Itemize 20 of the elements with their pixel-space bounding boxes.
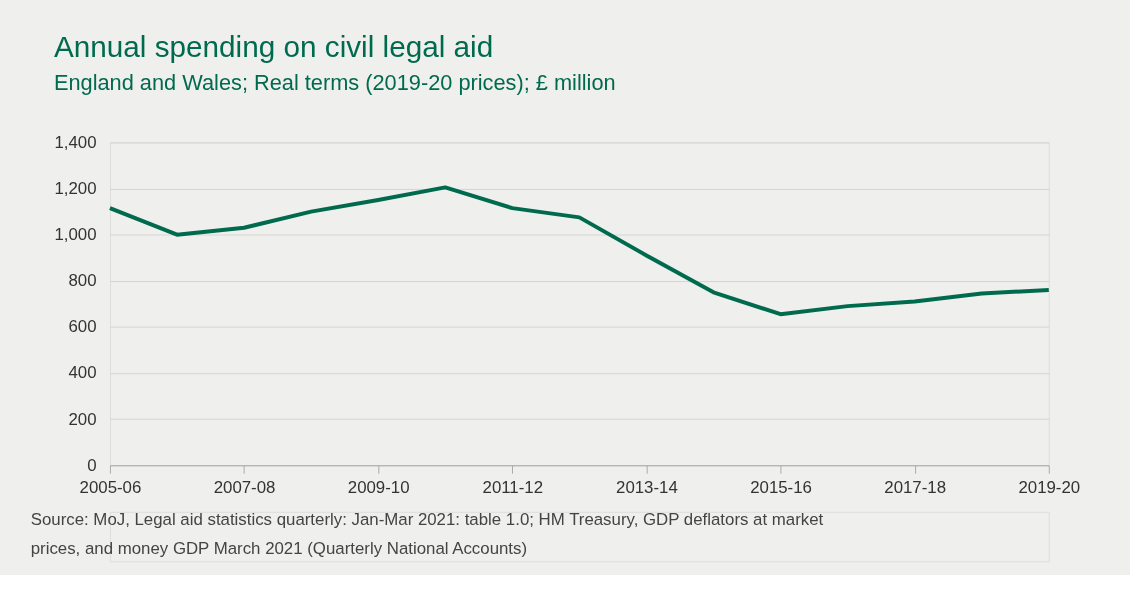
y-tick-label: 200 [68,409,97,429]
y-tick-label: 1,400 [54,132,97,152]
y-tick-label: 600 [68,317,97,337]
source-note: Source: MoJ, Legal aid statistics quarterly: Jan-Mar 2021: table 1.0; HM Treasury, GDP deflators at market prices, and money GDP March 2021 (Quarterly National Accounts) [30,509,824,559]
x-tick-label: 2017-18 [884,477,947,497]
line-series [107,185,1051,317]
x-tick-label: 2011-12 [482,477,544,497]
y-tick-label: 1,000 [54,225,97,245]
y-tick-label: 0 [87,455,97,475]
y-tick-label: 1,200 [54,178,97,198]
y-tick-label: 800 [68,271,97,291]
x-tick-label: 2005-06 [79,477,142,497]
x-tick-label: 2019-20 [1018,477,1081,497]
x-tick-label: 2015-16 [750,477,812,497]
y-tick-label: 400 [68,363,97,383]
x-tick-label: 2013-14 [616,477,678,497]
chart-subtitle: England and Wales; Real terms (2019-20 prices); £ million [53,69,616,95]
x-tick-label: 2009-10 [347,477,410,497]
x-tick-label: 2007-08 [213,477,276,497]
chart-title: Annual spending on civil legal aid [53,30,494,64]
